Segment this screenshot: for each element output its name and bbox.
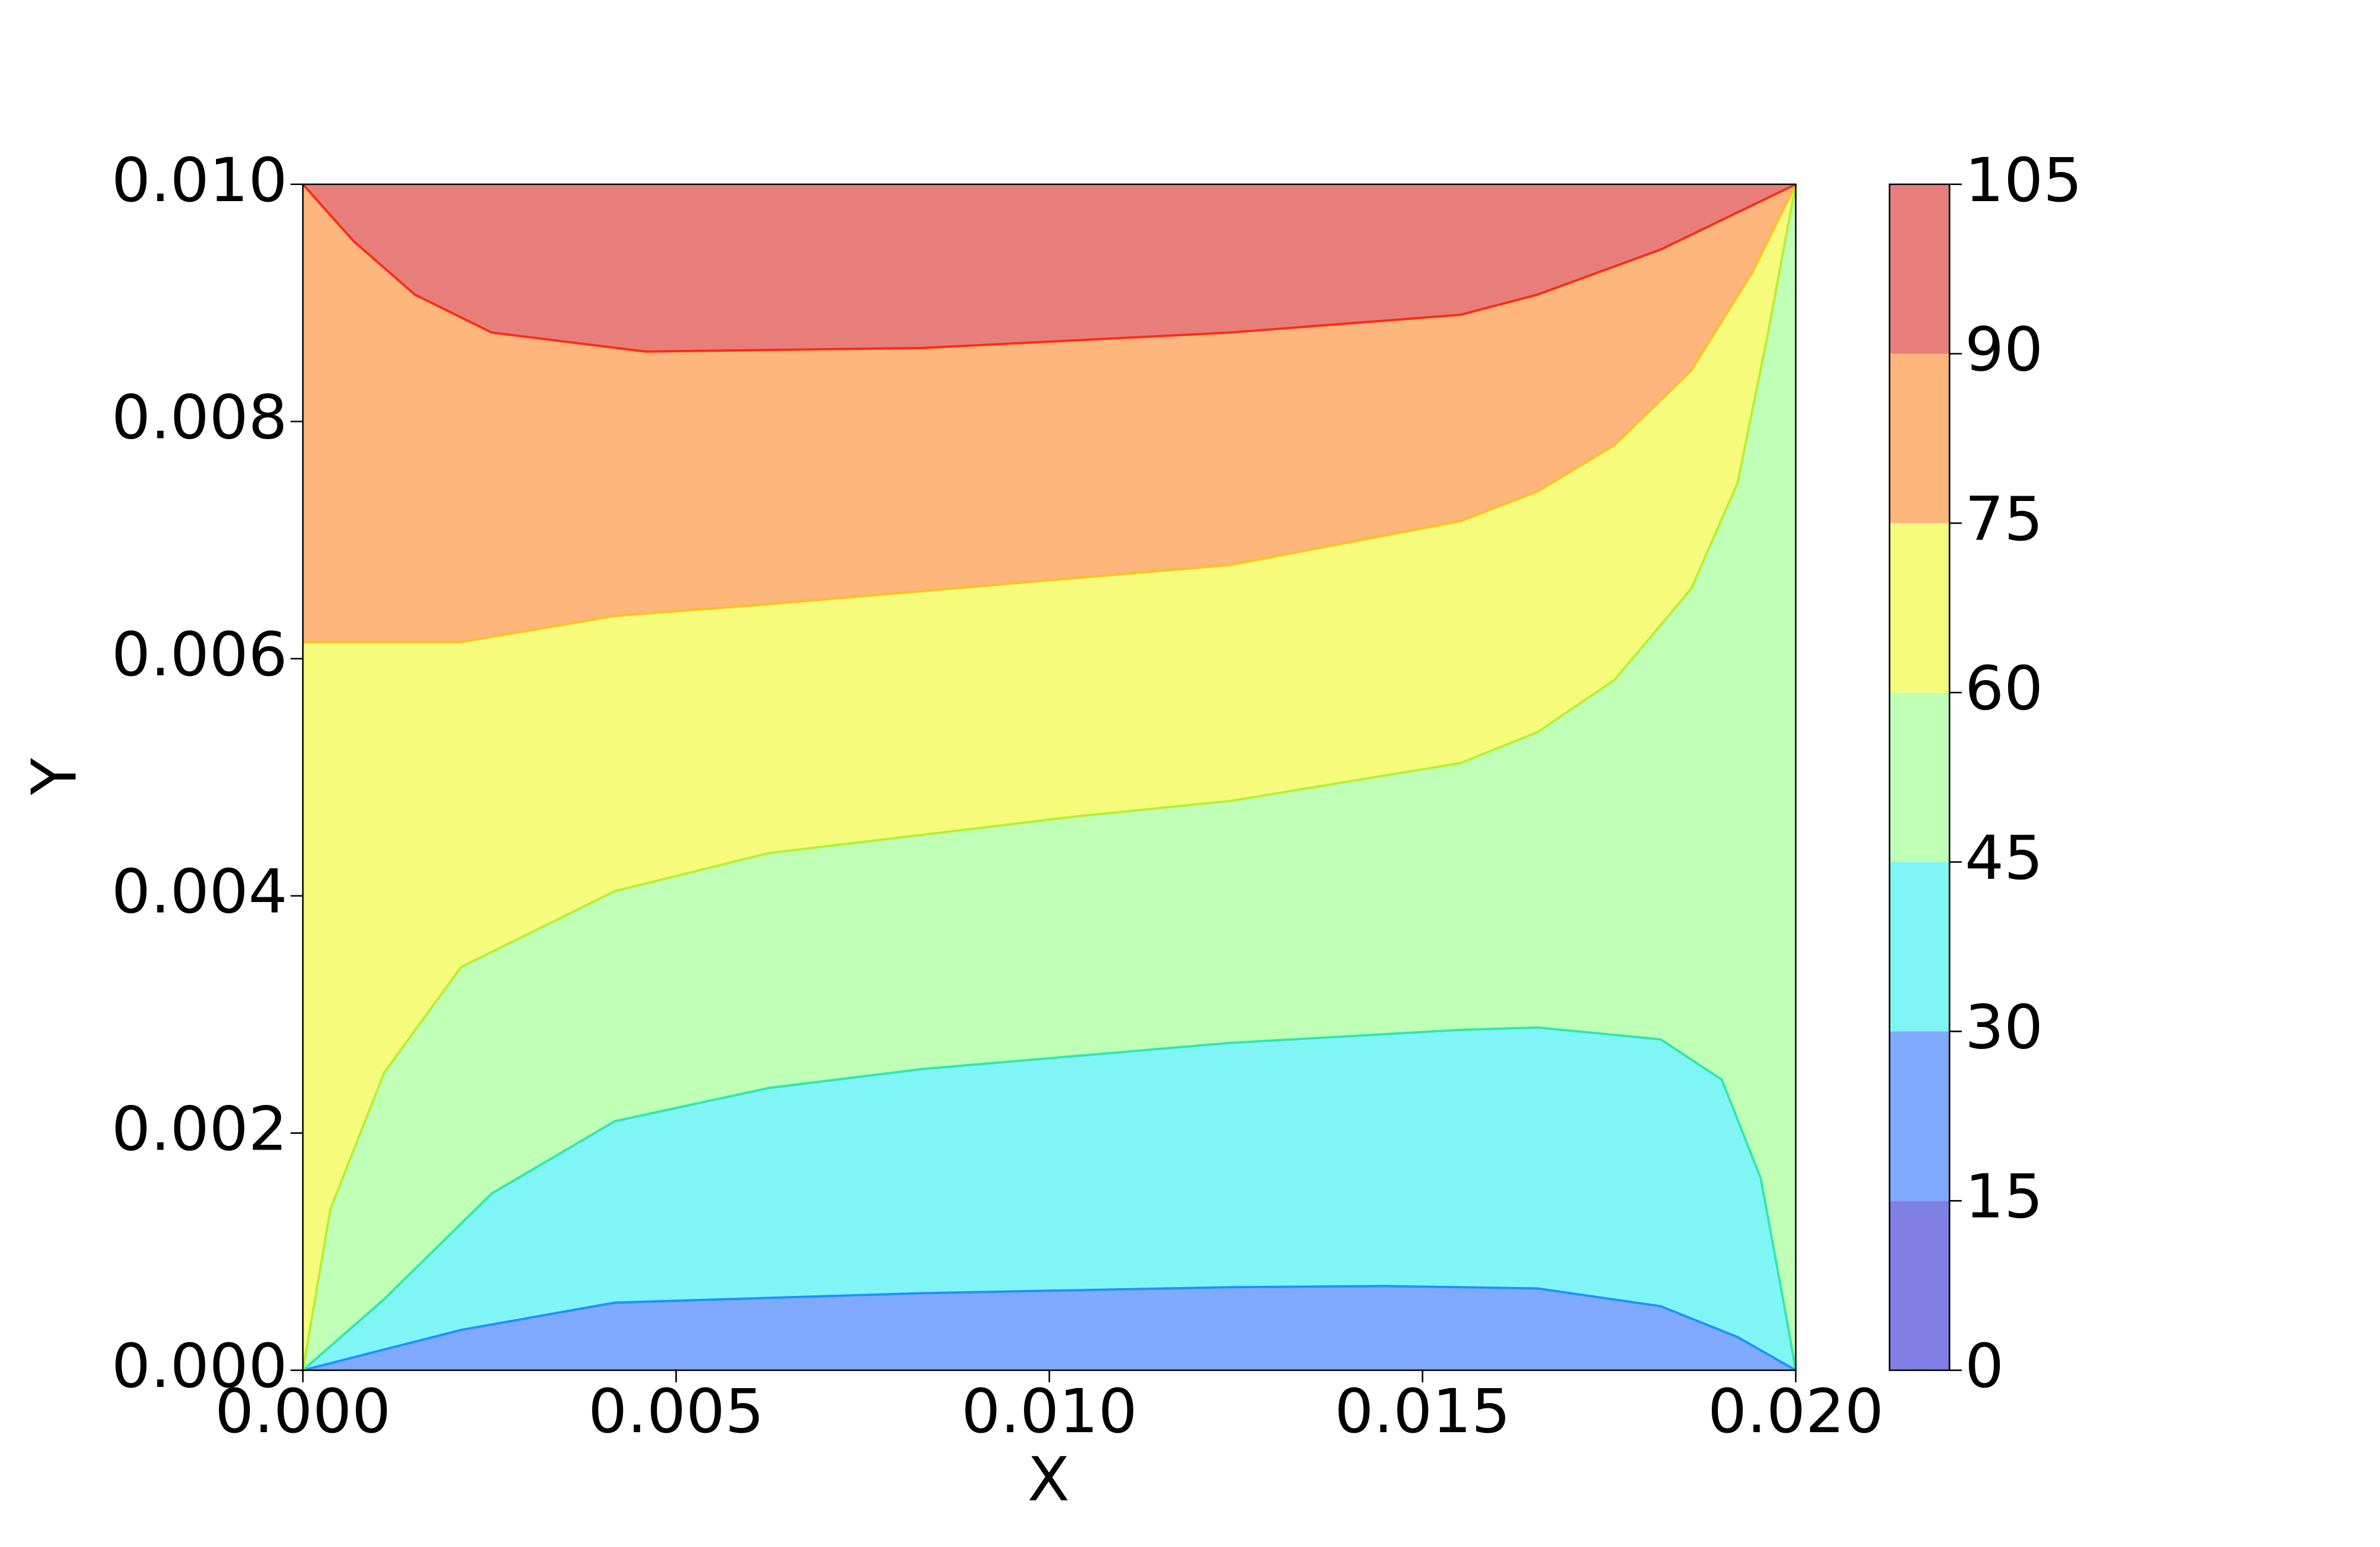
- contour-line: [302, 1285, 1797, 1371]
- colorbar-tick-label: 60: [1965, 654, 2043, 724]
- colorbar-tick-label: 90: [1965, 315, 2043, 385]
- colorbar-segment: [1889, 523, 1950, 693]
- colorbar-tick-label: 30: [1965, 992, 2043, 1063]
- colorbar-segment: [1889, 1031, 1950, 1201]
- colorbar-tick-label: 45: [1965, 823, 2043, 894]
- contour-line: [303, 183, 1797, 644]
- x-tick-label: 0.015: [1335, 1377, 1511, 1447]
- contour-line: [302, 183, 1796, 353]
- y-tick-label: 0.008: [111, 383, 287, 453]
- colorbar-segment: [1889, 184, 1950, 354]
- contour-line: [302, 1026, 1797, 1371]
- y-tick-label: 0.006: [111, 620, 287, 690]
- colorbar-frame: [1889, 183, 1950, 1371]
- x-tick-label: 0.005: [588, 1377, 764, 1447]
- colorbar-segment: [1889, 692, 1950, 862]
- colorbar-tick-label: 105: [1965, 146, 2082, 216]
- y-tick-label: 0.010: [111, 146, 287, 216]
- colorbar-segment: [1889, 1201, 1950, 1370]
- colorbar-segment: [1889, 862, 1950, 1032]
- x-tick-label: 0.000: [215, 1377, 391, 1447]
- x-tick-label: 0.020: [1708, 1377, 1884, 1447]
- x-axis-label: X: [1028, 1445, 1070, 1515]
- colorbar-tick-label: 15: [1965, 1162, 2043, 1232]
- y-tick-label: 0.000: [111, 1332, 287, 1402]
- colorbar-tick-label: 0: [1965, 1332, 2004, 1402]
- contour-line: [302, 184, 1797, 1371]
- x-tick-label: 0.010: [962, 1377, 1138, 1447]
- y-tick-label: 0.002: [111, 1094, 287, 1164]
- colorbar-segment: [1889, 353, 1950, 524]
- contour-region: [303, 184, 1796, 352]
- y-tick-label: 0.004: [111, 857, 287, 928]
- colorbar-tick-label: 75: [1965, 484, 2043, 555]
- y-axis-label: Y: [19, 758, 90, 796]
